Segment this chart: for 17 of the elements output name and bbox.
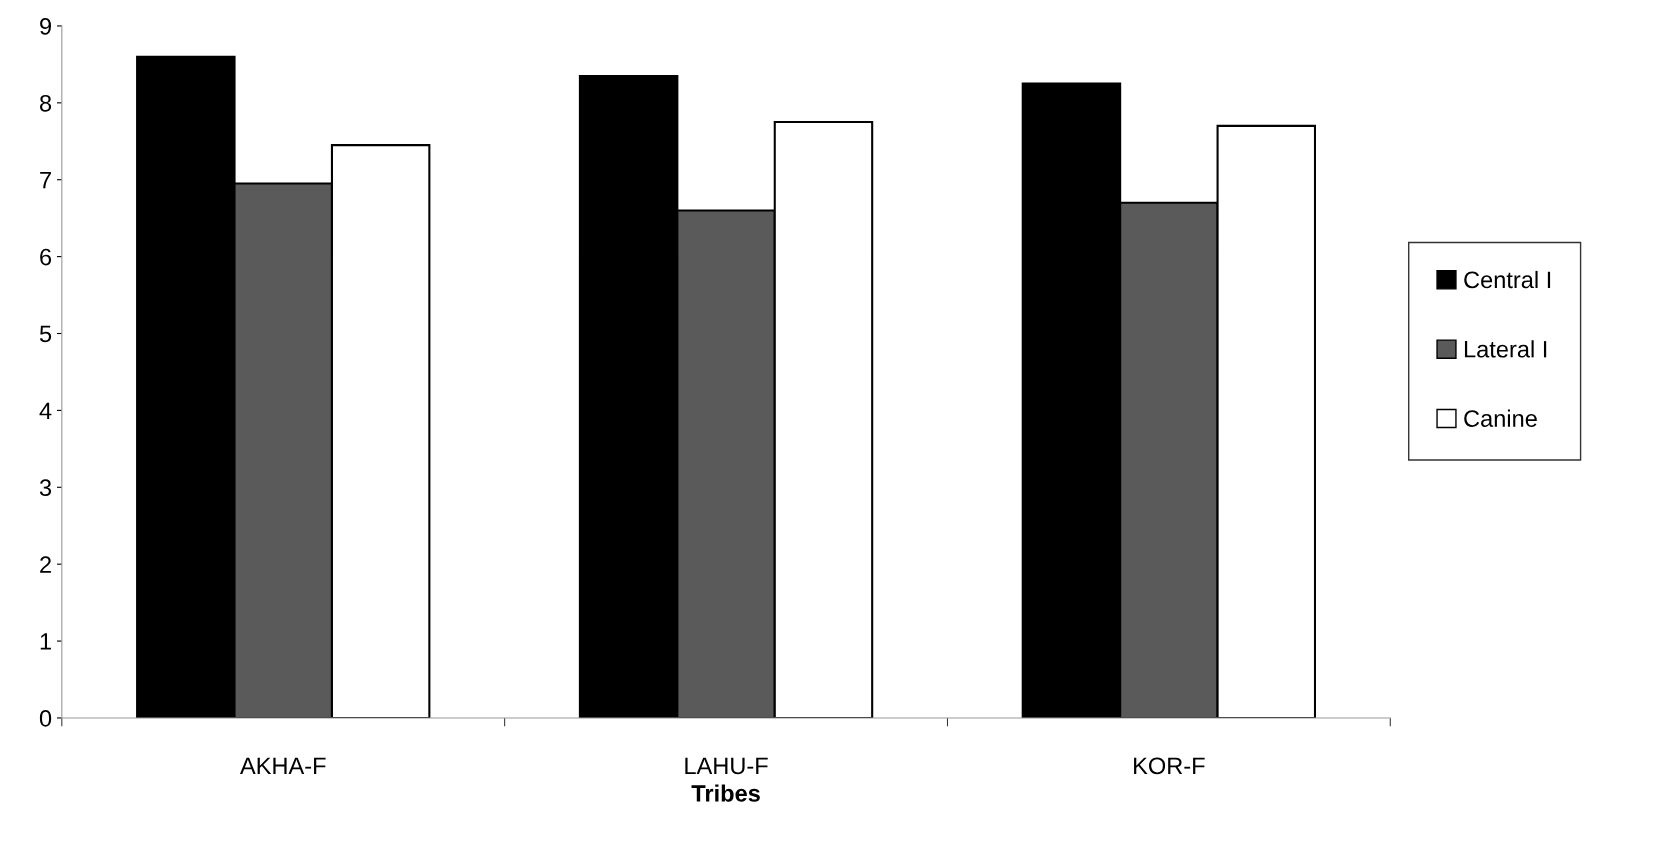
legend-label: Central I — [1464, 270, 1551, 289]
y-tick-label: 5 — [39, 325, 52, 343]
x-tick-label: LAHU-F — [685, 757, 768, 775]
x-axis-title: Tribes — [691, 784, 760, 802]
y-tick-label: 8 — [40, 94, 52, 112]
y-tick-label: 7 — [40, 172, 51, 189]
x-tick-label: KOR-F — [1134, 757, 1205, 775]
x-tick-label: AKHA-F — [239, 757, 326, 774]
y-tick-label: 1 — [40, 633, 51, 650]
y-tick-label: 2 — [40, 556, 51, 573]
y-tick-label: 3 — [39, 479, 52, 497]
y-tick-label: 4 — [39, 402, 52, 419]
legend-label: Lateral I — [1464, 340, 1547, 358]
y-tick-label: 0 — [39, 710, 52, 727]
y-tick-label: 9 — [40, 18, 51, 35]
legend-label: Canine — [1464, 409, 1537, 427]
y-tick-label: 6 — [40, 248, 52, 266]
